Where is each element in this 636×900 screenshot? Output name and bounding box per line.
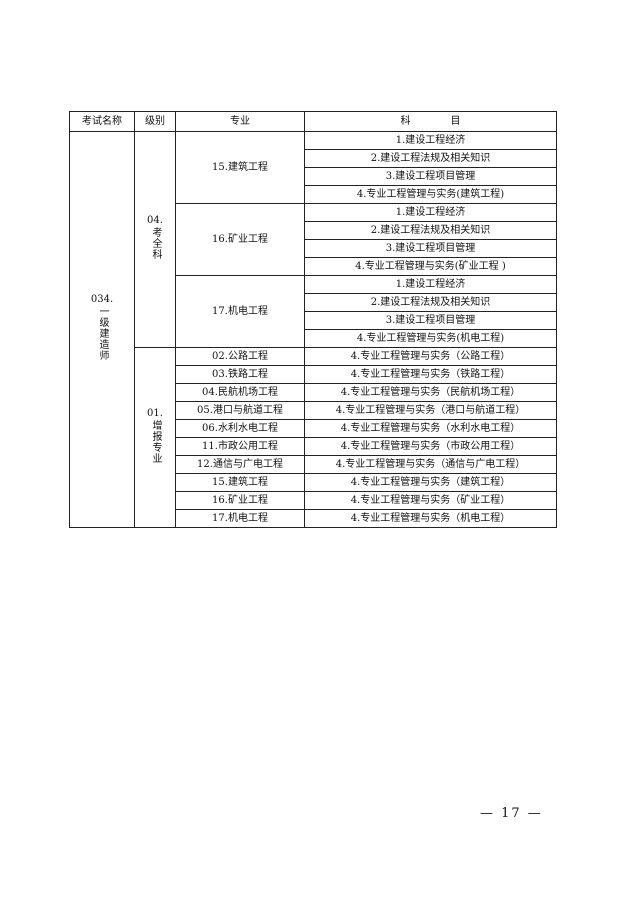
- subject-cell: 4.专业工程管理与实务（矿业工程）: [304, 491, 557, 510]
- major-cell: 17.机电工程: [175, 509, 305, 528]
- subject-cell: 1.建设工程经济: [304, 131, 557, 150]
- subject-cell: 4.专业工程管理与实务(建筑工程): [304, 185, 557, 204]
- exam-name-cell: 034. 一级建造师: [69, 131, 135, 528]
- subject-cell: 4.专业工程管理与实务（市政公用工程）: [304, 437, 557, 456]
- exam-subject-table: 考试名称 级别 专业 科 目 034. 一级建造师 04. 考全科 15.建筑工程 1.建…: [69, 111, 557, 528]
- major-cell: 15.建筑工程: [175, 473, 305, 492]
- table-row: 04.民航机场工程 4.专业工程管理与实务（民航机场工程）: [70, 383, 557, 402]
- subject-cell: 1.建设工程经济: [304, 275, 557, 294]
- header-subject: 科 目: [304, 111, 557, 132]
- subject-cell: 4.专业工程管理与实务（水利水电工程）: [304, 419, 557, 438]
- subject-cell: 4.专业工程管理与实务(机电工程): [304, 329, 557, 348]
- major-cell: 17.机电工程: [175, 275, 305, 348]
- subject-cell: 2.建设工程法规及相关知识: [304, 293, 557, 312]
- major-cell: 06.水利水电工程: [175, 419, 305, 438]
- subject-cell: 4.专业工程管理与实务（公路工程）: [304, 347, 557, 366]
- subject-cell: 1.建设工程经济: [304, 203, 557, 222]
- page-number: — 17 —: [480, 806, 543, 821]
- table-row: 034. 一级建造师 04. 考全科 15.建筑工程 1.建设工程经济: [69, 131, 557, 528]
- subject-cell: 4.专业工程管理与实务（铁路工程）: [304, 365, 557, 384]
- subject-cell: 2.建设工程法规及相关知识: [304, 149, 557, 168]
- major-cell: 02.公路工程: [175, 347, 305, 366]
- subject-cell: 4.专业工程管理与实务（港口与航道工程）: [304, 401, 557, 420]
- subject-cell: 3.建设工程项目管理: [304, 239, 557, 258]
- code-label: 04.: [147, 215, 163, 226]
- major-cell: 05.港口与航道工程: [175, 401, 305, 420]
- subject-cell: 3.建设工程项目管理: [304, 167, 557, 186]
- major-cell: 03.铁路工程: [175, 365, 305, 384]
- subject-cell: 4.专业工程管理与实务（机电工程）: [304, 509, 557, 528]
- subject-cell: 2.建设工程法规及相关知识: [304, 221, 557, 240]
- table-row: 17.机电工程 4.专业工程管理与实务（机电工程）: [70, 509, 557, 528]
- header-exam-name: 考试名称: [69, 111, 135, 132]
- major-cell: 16.矿业工程: [175, 491, 305, 510]
- vertical-name: 考全科: [150, 227, 161, 260]
- major-cell: 16.矿业工程: [175, 203, 305, 276]
- major-cell: 11.市政公用工程: [175, 437, 305, 456]
- subject-cell: 4.专业工程管理与实务（民航机场工程）: [304, 383, 557, 402]
- table-row: 01. 增报专业 02.公路工程 4.专业工程管理与实务（公路工程）: [70, 347, 557, 528]
- level-cell: 01. 增报专业: [134, 347, 176, 528]
- subject-cell: 4.专业工程管理与实务（建筑工程）: [304, 473, 557, 492]
- code-label: 034.: [90, 294, 114, 305]
- major-cell: 04.民航机场工程: [175, 383, 305, 402]
- subject-cell: 4.专业工程管理与实务（通信与广电工程）: [304, 455, 557, 474]
- major-cell: 15.建筑工程: [175, 131, 305, 204]
- code-label: 01.: [147, 407, 163, 419]
- vertical-name: 一级建造师: [97, 306, 108, 361]
- vertical-name: 增报专业: [150, 419, 161, 464]
- major-cell: 12.通信与广电工程: [175, 455, 305, 474]
- header-major: 专业: [175, 111, 305, 132]
- level-cell: 04. 考全科: [134, 131, 176, 348]
- header-row: 考试名称 级别 专业 科 目: [69, 111, 557, 132]
- subject-cell: 3.建设工程项目管理: [304, 311, 557, 330]
- header-level: 级别: [134, 111, 176, 132]
- table-row: 16.矿业工程 4.专业工程管理与实务（矿业工程）: [70, 491, 557, 510]
- table-row: 15.建筑工程 4.专业工程管理与实务（建筑工程）: [70, 473, 557, 492]
- table-row: 16.矿业工程 1.建设工程经济: [70, 203, 557, 276]
- subject-cell: 4.专业工程管理与实务(矿业工程 ): [304, 257, 557, 276]
